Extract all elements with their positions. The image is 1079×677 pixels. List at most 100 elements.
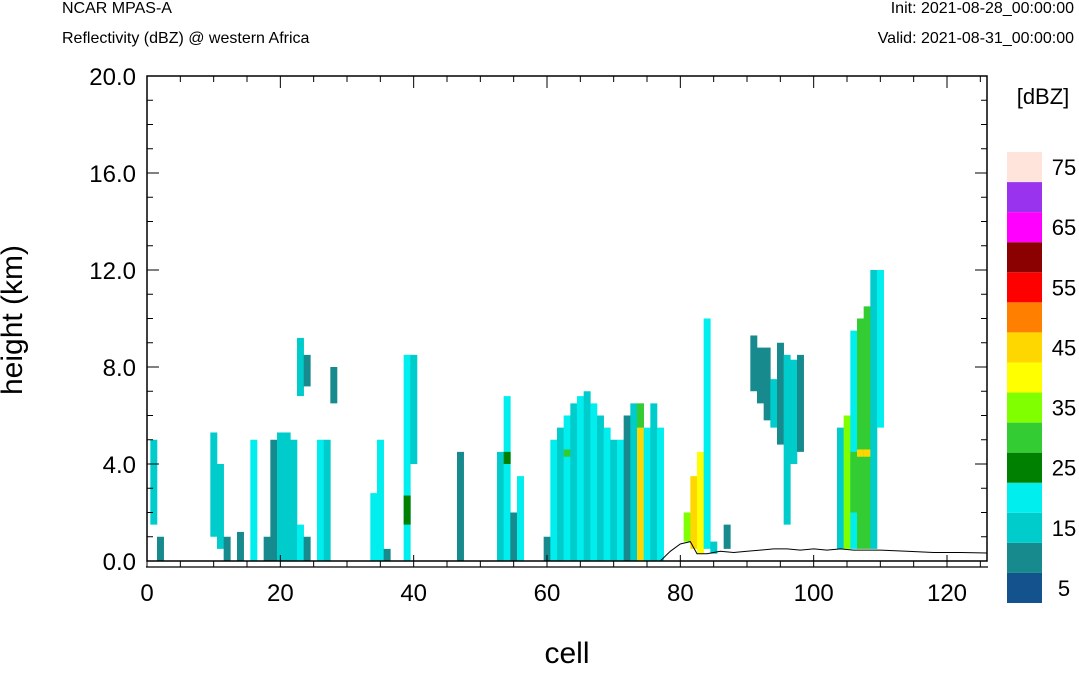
y-tick-label: 0.0 [103, 549, 136, 576]
reflectivity-cell [610, 439, 618, 561]
y-tick-label: 12.0 [89, 258, 136, 285]
x-axis-title: cell [544, 637, 589, 670]
reflectivity-cell [543, 536, 551, 561]
colorbar-swatch [1007, 302, 1042, 333]
reflectivity-cell [263, 536, 271, 561]
reflectivity-cell [777, 342, 784, 445]
reflectivity-cell [877, 270, 884, 428]
colorbar-swatch [1007, 212, 1042, 243]
reflectivity-cell [210, 432, 218, 537]
reflectivity-cell [323, 439, 331, 561]
reflectivity-cell [657, 427, 664, 561]
y-tick-label: 4.0 [103, 452, 136, 479]
reflectivity-cell [157, 536, 164, 561]
reflectivity-cell [577, 396, 584, 561]
colorbar-tick-label: 25 [1052, 456, 1076, 481]
reflectivity-cell [863, 449, 871, 457]
colorbar-swatch [1007, 572, 1042, 603]
colorbar-swatch [1007, 422, 1042, 453]
plot-axes: 0 20 40 60 80 100 120 0.0 4.0 8.0 12.0 16.0 20.0 cell… [0, 64, 988, 670]
colorbar-tick-label: 55 [1052, 275, 1076, 300]
reflectivity-cell [850, 451, 858, 513]
reflectivity-cell [317, 439, 324, 561]
reflectivity-cell [643, 427, 651, 561]
reflectivity-cell [290, 439, 298, 561]
reflectivity-cell [250, 439, 258, 561]
reflectivity-cell [697, 451, 704, 554]
reflectivity-cell [377, 439, 384, 561]
reflectivity-cell [297, 524, 304, 561]
reflectivity-cell [503, 451, 511, 464]
reflectivity-cell [503, 396, 511, 561]
colorbar-tick-label: 15 [1052, 516, 1076, 541]
terrain-line [147, 541, 988, 562]
reflectivity-cell [457, 451, 464, 561]
colorbar-tick-label: 65 [1052, 215, 1076, 240]
colorbar-swatch [1007, 542, 1042, 573]
reflectivity-cell [623, 415, 631, 561]
init-time-label: Init: 2021-08-28_00:00:00 [890, 0, 1074, 17]
x-tick-label: 120 [927, 580, 967, 607]
x-tick-label: 60 [534, 580, 561, 607]
colorbar-swatch [1007, 332, 1042, 363]
reflectivity-cell [303, 536, 311, 561]
y-tick-label: 8.0 [103, 355, 136, 382]
reflectivity-cell [223, 536, 231, 561]
colorbar-swatch [1007, 242, 1042, 273]
colorbar-tick-label: 75 [1052, 155, 1076, 180]
reflectivity-cell [517, 476, 524, 561]
colorbar-swatch [1007, 452, 1042, 483]
colorbar: [dBZ] 5 15 25 35 45 55 65 75 [1007, 84, 1076, 603]
reflectivity-cell [637, 403, 644, 428]
reflectivity-cell [550, 439, 558, 561]
reflectivity-cell [763, 347, 771, 421]
reflectivity-cell [510, 512, 518, 561]
reflectivity-cell [650, 403, 658, 561]
reflectivity-cell [850, 330, 858, 549]
reflectivity-cell [637, 403, 644, 561]
reflectivity-cell [217, 464, 224, 549]
y-tick-label: 20.0 [89, 64, 136, 91]
reflectivity-cell [837, 427, 844, 549]
reflectivity-cell [583, 391, 591, 561]
reflectivity-cell [750, 335, 758, 392]
reflectivity-cell [150, 439, 158, 525]
reflectivity-cell [370, 493, 378, 561]
reflectivity-cell [603, 427, 611, 561]
reflectivity-cell [563, 449, 571, 457]
chart-title-left: NCAR MPAS-A [62, 0, 172, 17]
reflectivity-cell [283, 432, 291, 561]
reflectivity-cell [270, 439, 278, 561]
reflectivity-cells [150, 270, 884, 561]
reflectivity-cell [870, 270, 878, 549]
reflectivity-cell [790, 359, 798, 464]
reflectivity-cell [863, 306, 871, 549]
colorbar-tick-label: 35 [1052, 396, 1076, 421]
x-tick-label: 20 [267, 580, 294, 607]
x-tick-label: 80 [667, 580, 694, 607]
colorbar-unit-label: [dBZ] [1017, 84, 1070, 109]
colorbar-swatch [1007, 182, 1042, 213]
reflectivity-cell [617, 439, 624, 561]
colorbar-tick-label: 5 [1058, 576, 1070, 601]
reflectivity-cell [857, 449, 864, 457]
reflectivity-cell [403, 354, 411, 561]
colorbar-tick-label: 45 [1052, 335, 1076, 360]
reflectivity-cell [770, 379, 778, 428]
colorbar-swatch [1007, 482, 1042, 513]
reflectivity-cell [237, 531, 244, 561]
reflectivity-cell [723, 524, 731, 549]
colorbar-swatch [1007, 362, 1042, 393]
reflectivity-cell [843, 415, 851, 549]
reflectivity-cell [590, 403, 598, 561]
reflectivity-cell [710, 541, 718, 554]
y-axis-title: height (km) [0, 245, 29, 395]
reflectivity-cell [783, 354, 791, 525]
reflectivity-cell [563, 415, 571, 561]
y-tick-label: 16.0 [89, 161, 136, 188]
reflectivity-cell [383, 548, 391, 561]
valid-time-label: Valid: 2021-08-31_00:00:00 [877, 30, 1074, 47]
colorbar-swatch [1007, 512, 1042, 543]
chart-subtitle-left: Reflectivity (dBZ) @ western Africa [62, 30, 310, 47]
